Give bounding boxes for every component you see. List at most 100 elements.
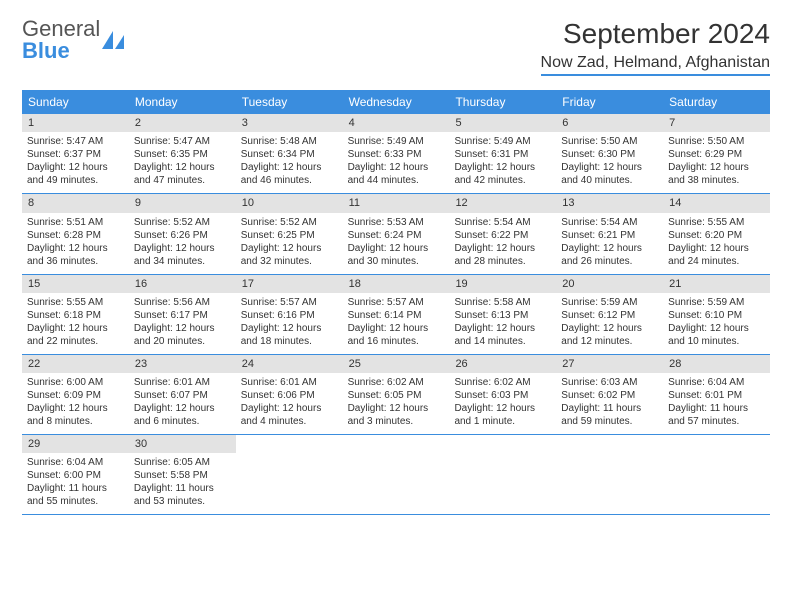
calendar-cell: 13Sunrise: 5:54 AMSunset: 6:21 PMDayligh… <box>556 194 663 273</box>
day-number: 10 <box>236 194 343 212</box>
sunrise-text: Sunrise: 6:00 AM <box>27 376 124 389</box>
daylight-text-2: and 24 minutes. <box>668 255 765 268</box>
sunset-text: Sunset: 6:16 PM <box>241 309 338 322</box>
sunrise-text: Sunrise: 5:50 AM <box>668 135 765 148</box>
sunrise-text: Sunrise: 6:05 AM <box>134 456 231 469</box>
sunrise-text: Sunrise: 6:01 AM <box>134 376 231 389</box>
daylight-text-2: and 4 minutes. <box>241 415 338 428</box>
daylight-text-1: Daylight: 11 hours <box>561 402 658 415</box>
day-number: 30 <box>129 435 236 453</box>
daylight-text-1: Daylight: 12 hours <box>27 242 124 255</box>
calendar-cell: 6Sunrise: 5:50 AMSunset: 6:30 PMDaylight… <box>556 114 663 193</box>
daylight-text-1: Daylight: 12 hours <box>241 161 338 174</box>
sunset-text: Sunset: 6:29 PM <box>668 148 765 161</box>
calendar-cell: 7Sunrise: 5:50 AMSunset: 6:29 PMDaylight… <box>663 114 770 193</box>
day-number: 3 <box>236 114 343 132</box>
daylight-text-1: Daylight: 12 hours <box>454 242 551 255</box>
sunrise-text: Sunrise: 5:49 AM <box>348 135 445 148</box>
daylight-text-2: and 49 minutes. <box>27 174 124 187</box>
sunset-text: Sunset: 6:09 PM <box>27 389 124 402</box>
day-number: 5 <box>449 114 556 132</box>
day-header-tuesday: Tuesday <box>236 90 343 114</box>
day-details: Sunrise: 6:01 AMSunset: 6:07 PMDaylight:… <box>129 373 236 434</box>
calendar-cell <box>449 435 556 514</box>
day-header-monday: Monday <box>129 90 236 114</box>
title-block: September 2024 Now Zad, Helmand, Afghani… <box>541 18 770 76</box>
calendar-week: 1Sunrise: 5:47 AMSunset: 6:37 PMDaylight… <box>22 114 770 194</box>
calendar-cell: 2Sunrise: 5:47 AMSunset: 6:35 PMDaylight… <box>129 114 236 193</box>
sunset-text: Sunset: 6:24 PM <box>348 229 445 242</box>
calendar-cell: 29Sunrise: 6:04 AMSunset: 6:00 PMDayligh… <box>22 435 129 514</box>
day-details: Sunrise: 5:50 AMSunset: 6:29 PMDaylight:… <box>663 132 770 193</box>
sunrise-text: Sunrise: 5:57 AM <box>241 296 338 309</box>
daylight-text-1: Daylight: 11 hours <box>27 482 124 495</box>
day-header-row: Sunday Monday Tuesday Wednesday Thursday… <box>22 90 770 114</box>
day-number: 12 <box>449 194 556 212</box>
day-details: Sunrise: 5:49 AMSunset: 6:31 PMDaylight:… <box>449 132 556 193</box>
day-details: Sunrise: 5:57 AMSunset: 6:16 PMDaylight:… <box>236 293 343 354</box>
day-number: 17 <box>236 275 343 293</box>
calendar-cell <box>556 435 663 514</box>
day-details: Sunrise: 6:02 AMSunset: 6:05 PMDaylight:… <box>343 373 450 434</box>
sunset-text: Sunset: 6:37 PM <box>27 148 124 161</box>
day-details: Sunrise: 5:52 AMSunset: 6:26 PMDaylight:… <box>129 213 236 274</box>
day-header-sunday: Sunday <box>22 90 129 114</box>
sunset-text: Sunset: 6:14 PM <box>348 309 445 322</box>
day-details: Sunrise: 6:03 AMSunset: 6:02 PMDaylight:… <box>556 373 663 434</box>
sunrise-text: Sunrise: 6:04 AM <box>27 456 124 469</box>
logo: General Blue <box>22 18 126 62</box>
daylight-text-2: and 18 minutes. <box>241 335 338 348</box>
day-header-thursday: Thursday <box>449 90 556 114</box>
daylight-text-2: and 40 minutes. <box>561 174 658 187</box>
day-number <box>449 435 556 453</box>
calendar-cell: 4Sunrise: 5:49 AMSunset: 6:33 PMDaylight… <box>343 114 450 193</box>
sunset-text: Sunset: 6:31 PM <box>454 148 551 161</box>
day-number: 21 <box>663 275 770 293</box>
calendar-cell: 3Sunrise: 5:48 AMSunset: 6:34 PMDaylight… <box>236 114 343 193</box>
daylight-text-2: and 28 minutes. <box>454 255 551 268</box>
calendar-cell: 16Sunrise: 5:56 AMSunset: 6:17 PMDayligh… <box>129 275 236 354</box>
day-number: 25 <box>343 355 450 373</box>
day-details: Sunrise: 6:05 AMSunset: 5:58 PMDaylight:… <box>129 453 236 514</box>
sunset-text: Sunset: 6:12 PM <box>561 309 658 322</box>
sunrise-text: Sunrise: 5:49 AM <box>454 135 551 148</box>
day-number: 22 <box>22 355 129 373</box>
daylight-text-2: and 6 minutes. <box>134 415 231 428</box>
sunset-text: Sunset: 6:07 PM <box>134 389 231 402</box>
calendar-cell: 24Sunrise: 6:01 AMSunset: 6:06 PMDayligh… <box>236 355 343 434</box>
day-details: Sunrise: 5:55 AMSunset: 6:20 PMDaylight:… <box>663 213 770 274</box>
calendar-cell <box>236 435 343 514</box>
day-number: 9 <box>129 194 236 212</box>
sunset-text: Sunset: 6:33 PM <box>348 148 445 161</box>
daylight-text-2: and 1 minute. <box>454 415 551 428</box>
sunrise-text: Sunrise: 5:52 AM <box>241 216 338 229</box>
day-number: 29 <box>22 435 129 453</box>
day-number: 27 <box>556 355 663 373</box>
calendar-cell: 5Sunrise: 5:49 AMSunset: 6:31 PMDaylight… <box>449 114 556 193</box>
sunset-text: Sunset: 6:35 PM <box>134 148 231 161</box>
daylight-text-2: and 53 minutes. <box>134 495 231 508</box>
daylight-text-1: Daylight: 12 hours <box>27 322 124 335</box>
day-details: Sunrise: 5:49 AMSunset: 6:33 PMDaylight:… <box>343 132 450 193</box>
daylight-text-1: Daylight: 12 hours <box>454 161 551 174</box>
sunset-text: Sunset: 6:28 PM <box>27 229 124 242</box>
calendar-cell: 8Sunrise: 5:51 AMSunset: 6:28 PMDaylight… <box>22 194 129 273</box>
daylight-text-1: Daylight: 12 hours <box>561 242 658 255</box>
day-details: Sunrise: 5:54 AMSunset: 6:22 PMDaylight:… <box>449 213 556 274</box>
daylight-text-1: Daylight: 12 hours <box>134 402 231 415</box>
sunset-text: Sunset: 6:26 PM <box>134 229 231 242</box>
day-number: 15 <box>22 275 129 293</box>
header: General Blue September 2024 Now Zad, Hel… <box>22 18 770 76</box>
daylight-text-2: and 26 minutes. <box>561 255 658 268</box>
sunset-text: Sunset: 6:21 PM <box>561 229 658 242</box>
day-details: Sunrise: 5:47 AMSunset: 6:37 PMDaylight:… <box>22 132 129 193</box>
daylight-text-1: Daylight: 12 hours <box>134 161 231 174</box>
calendar-cell <box>343 435 450 514</box>
calendar-cell <box>663 435 770 514</box>
sunset-text: Sunset: 6:01 PM <box>668 389 765 402</box>
sunset-text: Sunset: 6:13 PM <box>454 309 551 322</box>
sunset-text: Sunset: 6:20 PM <box>668 229 765 242</box>
day-details: Sunrise: 6:00 AMSunset: 6:09 PMDaylight:… <box>22 373 129 434</box>
sunrise-text: Sunrise: 5:58 AM <box>454 296 551 309</box>
daylight-text-2: and 14 minutes. <box>454 335 551 348</box>
